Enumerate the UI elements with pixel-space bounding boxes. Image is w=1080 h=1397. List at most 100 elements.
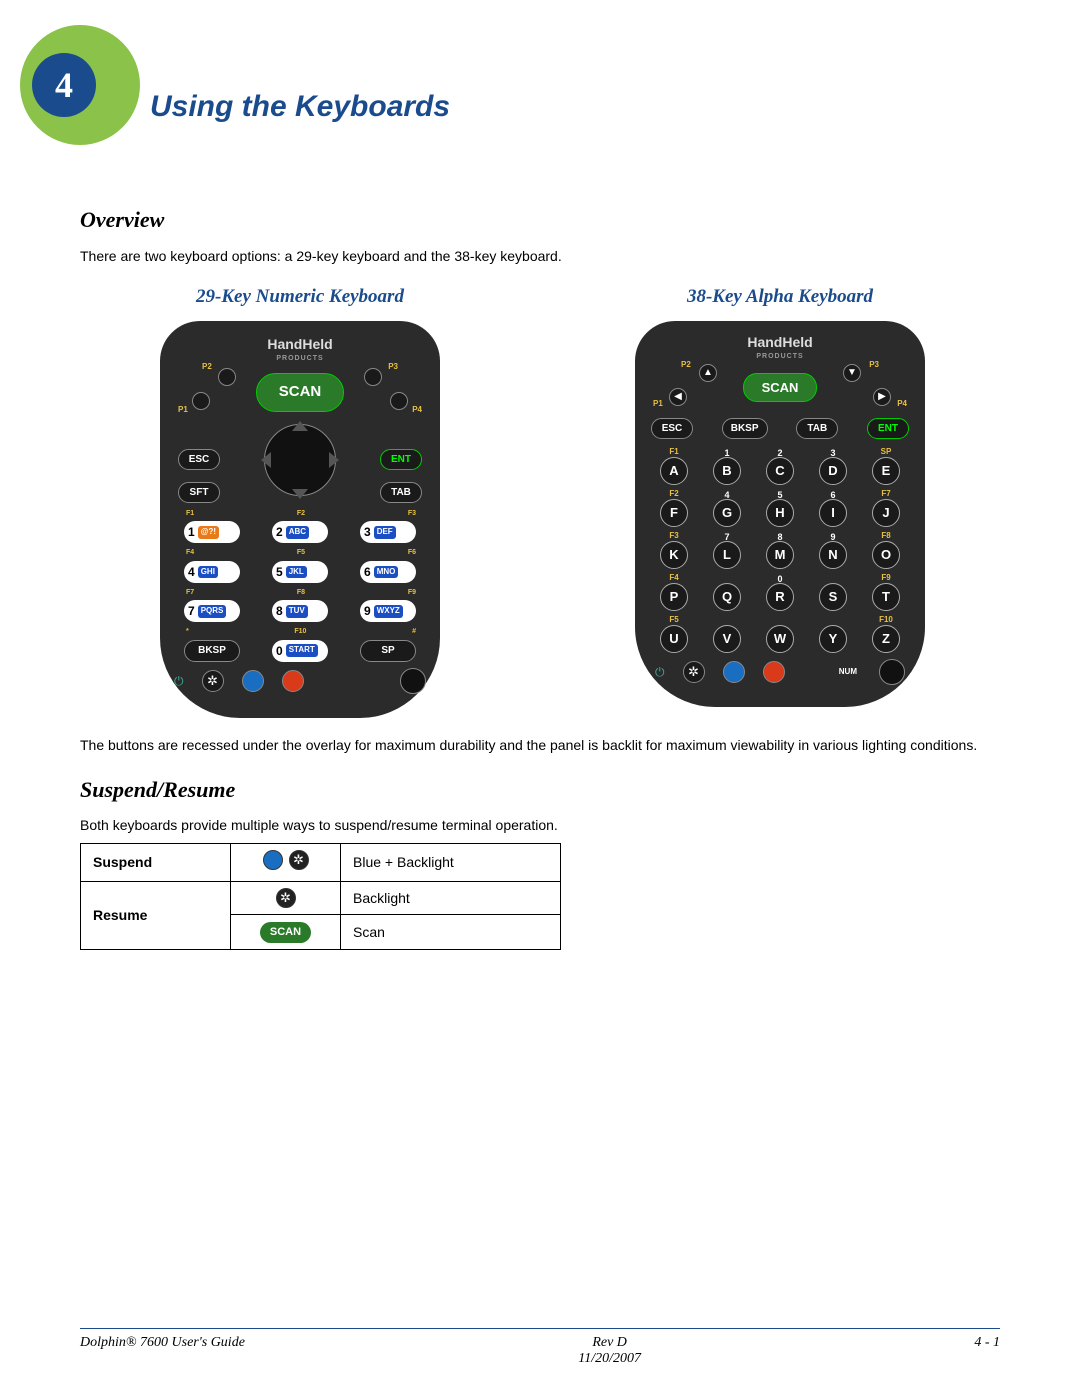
key-6[interactable]: 6MNO <box>360 561 416 583</box>
overview-heading: Overview <box>80 205 1000 235</box>
p4-button[interactable] <box>390 392 408 410</box>
hash-label: # <box>412 627 416 636</box>
alpha-bottom-row: ⏻ ✲ NUM <box>647 659 913 685</box>
red-button-alpha[interactable] <box>763 661 785 683</box>
backlight-button[interactable]: ✲ <box>202 670 224 692</box>
p2-button[interactable] <box>218 368 236 386</box>
f2-label: F2 <box>297 509 305 518</box>
bottom-row: ⏻ ✲ <box>174 668 426 694</box>
ap1-button[interactable]: ◀ <box>669 388 687 406</box>
key-N[interactable]: N <box>819 541 847 569</box>
numeric-device: HandHeld PRODUCTS P2 P3 P1 P4 SCAN ESC <box>160 321 440 718</box>
a-tab-key[interactable]: TAB <box>796 418 838 440</box>
key-G[interactable]: G <box>713 499 741 527</box>
key-J[interactable]: J <box>872 499 900 527</box>
nav-pad[interactable] <box>264 424 336 496</box>
alpha-scan-row: P2 P3 P1 P4 ◀ ▲ SCAN ▼ ▶ <box>647 366 913 410</box>
backlight-button-alpha[interactable]: ✲ <box>683 661 705 683</box>
alpha-nav-dot[interactable] <box>879 659 905 685</box>
alpha-device: HandHeld PRODUCTS P2 P3 P1 P4 ◀ ▲ SCAN ▼… <box>635 321 925 707</box>
brand-text: HandHeld <box>267 336 332 352</box>
key-A[interactable]: A <box>660 457 688 485</box>
footer-right: 4 - 1 <box>974 1335 1000 1367</box>
key-V[interactable]: V <box>713 625 741 653</box>
scan-row: P2 P3 P1 P4 SCAN <box>174 368 426 418</box>
tab-key[interactable]: TAB <box>380 482 422 504</box>
table-row: Suspend ✲ Blue + Backlight <box>81 844 561 882</box>
alpha-grid: F1A1B2C3DSPEF2F4G5H6IF7JF3K7L8M9NF8OF4PQ… <box>653 447 907 653</box>
scan-button[interactable]: SCAN <box>256 373 345 411</box>
key-T[interactable]: T <box>872 583 900 611</box>
resume-desc-1: Backlight <box>341 882 561 915</box>
key-0[interactable]: 0START <box>272 640 328 662</box>
f5-label: F5 <box>297 548 305 557</box>
bksp-key[interactable]: BKSP <box>184 640 240 662</box>
a-ent-key[interactable]: ENT <box>867 418 909 440</box>
key-9[interactable]: 9WXYZ <box>360 600 416 622</box>
red-button[interactable] <box>282 670 304 692</box>
key-5[interactable]: 5JKL <box>272 561 328 583</box>
key-Q[interactable]: Q <box>713 583 741 611</box>
key-F[interactable]: F <box>660 499 688 527</box>
power-icon: ⏻ <box>174 673 184 689</box>
a-esc-key[interactable]: ESC <box>651 418 693 440</box>
nav-dot[interactable] <box>400 668 426 694</box>
key-U[interactable]: U <box>660 625 688 653</box>
key-4[interactable]: 4GHI <box>184 561 240 583</box>
key-W[interactable]: W <box>766 625 794 653</box>
f7-label: F7 <box>186 588 194 597</box>
esc-key[interactable]: ESC <box>178 449 220 471</box>
power-icon-alpha: ⏻ <box>655 664 665 680</box>
device-logo: HandHeld PRODUCTS <box>174 335 426 363</box>
ap2-button[interactable]: ▲ <box>699 364 717 382</box>
key-B[interactable]: B <box>713 457 741 485</box>
p3-button[interactable] <box>364 368 382 386</box>
key-Y[interactable]: Y <box>819 625 847 653</box>
numeric-heading: 29-Key Numeric Keyboard <box>80 284 520 310</box>
ap3-button[interactable]: ▼ <box>843 364 861 382</box>
suspend-resume-table: Suspend ✲ Blue + Backlight Resume ✲ Back… <box>80 843 561 950</box>
key-L[interactable]: L <box>713 541 741 569</box>
key-P[interactable]: P <box>660 583 688 611</box>
p1-button[interactable] <box>192 392 210 410</box>
footer-date: 11/20/2007 <box>578 1351 641 1366</box>
key-0-num: 0 <box>276 643 283 659</box>
a-bksp-key[interactable]: BKSP <box>722 418 768 440</box>
ent-key[interactable]: ENT <box>380 449 422 471</box>
brand-text-alpha: HandHeld <box>747 334 812 350</box>
key-Z[interactable]: Z <box>872 625 900 653</box>
overview-text: There are two keyboard options: a 29-key… <box>80 247 1000 266</box>
key-M[interactable]: M <box>766 541 794 569</box>
key-S[interactable]: S <box>819 583 847 611</box>
key-D[interactable]: D <box>819 457 847 485</box>
sp-key[interactable]: SP <box>360 640 416 662</box>
key-2[interactable]: 2ABC <box>272 521 328 543</box>
device-logo-alpha: HandHeld PRODUCTS <box>647 333 913 361</box>
footer-rev: Rev D <box>592 1335 627 1350</box>
p1-label: P1 <box>178 405 188 416</box>
key-O[interactable]: O <box>872 541 900 569</box>
p2-label: P2 <box>202 362 212 373</box>
alpha-heading: 38-Key Alpha Keyboard <box>560 284 1000 310</box>
backlight-icon: ✲ <box>289 850 309 870</box>
suspend-intro: Both keyboards provide multiple ways to … <box>80 816 1000 835</box>
f3-label: F3 <box>408 509 416 518</box>
blue-button[interactable] <box>242 670 264 692</box>
resume-icon-cell-2: SCAN <box>231 915 341 950</box>
key-H[interactable]: H <box>766 499 794 527</box>
key-K[interactable]: K <box>660 541 688 569</box>
key-I[interactable]: I <box>819 499 847 527</box>
alpha-scan-button[interactable]: SCAN <box>743 373 818 403</box>
numeric-keyboard-col: 29-Key Numeric Keyboard HandHeld PRODUCT… <box>80 284 520 718</box>
ap4-button[interactable]: ▶ <box>873 388 891 406</box>
sft-key[interactable]: SFT <box>178 482 220 504</box>
numpad: F1F2F3 1@?!2ABC3DEF F4F5F6 4GHI5JKL6MNO … <box>174 509 426 662</box>
key-E[interactable]: E <box>872 457 900 485</box>
key-R[interactable]: R <box>766 583 794 611</box>
key-1[interactable]: 1@?! <box>184 521 240 543</box>
blue-button-alpha[interactable] <box>723 661 745 683</box>
key-C[interactable]: C <box>766 457 794 485</box>
key-3[interactable]: 3DEF <box>360 521 416 543</box>
key-8[interactable]: 8TUV <box>272 600 328 622</box>
key-7[interactable]: 7PQRS <box>184 600 240 622</box>
